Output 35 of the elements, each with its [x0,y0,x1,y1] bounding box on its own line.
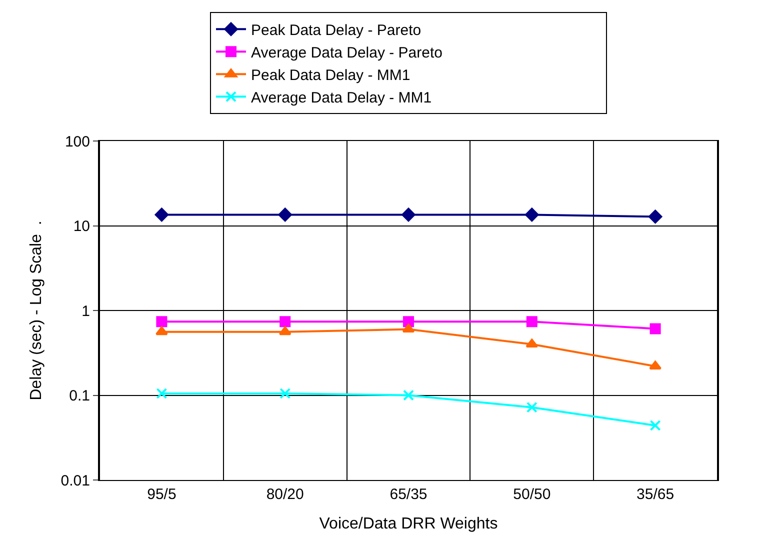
point [403,316,414,328]
y-tick-label: 0.01 [60,472,90,490]
point [526,402,538,413]
legend-label: Average Data Delay - MM1 [251,89,432,106]
x-tick-label: 50/50 [513,486,551,503]
point [278,326,292,336]
y-tick-label: 100 [64,133,90,150]
point [280,316,291,328]
point [648,210,662,224]
x-axis-title: Voice/Data DRR Weights [319,516,498,533]
point [402,208,416,222]
y-tick-label: 1 [82,302,90,320]
point [525,208,539,222]
point [154,208,169,222]
legend-label: Peak Data Delay - MM1 [251,66,410,84]
point [403,390,414,401]
y-tick-label: 0.1 [69,388,90,404]
point [156,326,168,336]
y-axis-title: Delay (sec) - Log Scale . [28,220,46,400]
point [156,316,168,328]
point [280,388,291,399]
x-tick-label: 65/35 [390,486,428,503]
point [650,323,661,334]
x-tick-label: 95/5 [147,486,176,503]
point [526,316,538,328]
x-tick-label: 80/20 [266,486,304,503]
point [278,208,292,222]
point [649,360,662,370]
x-tick-label: 35/65 [636,486,674,503]
y-tick-label: 10 [73,218,90,235]
point [402,324,415,333]
legend-label: Peak Data Delay - Pareto [251,22,422,39]
point [156,388,168,399]
legend-label: Average Data Delay - Pareto [251,44,442,62]
point [650,420,661,431]
